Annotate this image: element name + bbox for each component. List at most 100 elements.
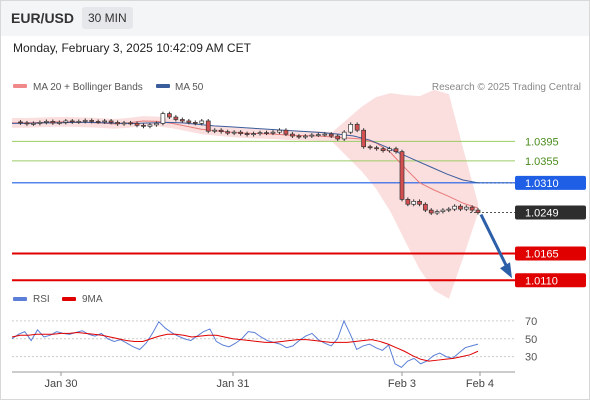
candle-body	[399, 151, 405, 200]
candle-body	[160, 113, 166, 124]
candle-body	[18, 121, 23, 124]
candle-body	[179, 119, 185, 122]
candle	[192, 120, 198, 126]
candle	[348, 122, 354, 135]
candle	[458, 204, 463, 212]
candle-body	[417, 200, 422, 205]
candle	[89, 118, 95, 124]
candle-body	[452, 205, 457, 210]
candle	[469, 205, 475, 213]
candle	[18, 119, 23, 125]
candle	[121, 120, 127, 126]
candle	[475, 208, 481, 215]
candle-body	[405, 199, 411, 205]
candle	[411, 199, 417, 207]
price-panel: 1.0395 1.0355 1.0310 1.0249 1.0165 1.0110	[12, 89, 586, 299]
ma9-legend-swatch	[62, 297, 76, 301]
x-axis: Jan 30 Jan 31 Feb 3 Feb 4	[12, 371, 515, 390]
support-label-4: 1.0165	[525, 248, 559, 260]
candle	[205, 119, 211, 134]
pivot-label-2: 1.0310	[525, 178, 559, 190]
candle	[50, 119, 56, 125]
candle-body	[277, 129, 282, 133]
rsi-9ma-line	[11, 332, 479, 362]
candle-body	[423, 203, 428, 211]
candle	[56, 120, 62, 125]
candle-body	[393, 148, 399, 152]
candle	[244, 131, 250, 137]
candle-body	[315, 134, 321, 136]
candle-body	[225, 131, 231, 134]
candle	[173, 115, 179, 122]
rsi-tick-30: 30	[525, 352, 537, 364]
rsi-tick-50: 50	[525, 334, 537, 346]
candle	[199, 119, 205, 126]
candle-body	[95, 121, 101, 123]
candle-body	[251, 133, 256, 135]
candle	[434, 209, 440, 215]
candle-body	[108, 120, 114, 123]
x-tick-label: Jan 31	[216, 378, 249, 390]
candle	[128, 120, 133, 126]
candle-body	[463, 206, 469, 210]
candle	[303, 134, 308, 139]
candle	[134, 121, 140, 128]
candle	[374, 145, 379, 151]
candle	[76, 119, 82, 124]
candle-body	[446, 208, 452, 211]
candle	[264, 130, 269, 136]
candle	[322, 132, 328, 137]
candle-body	[257, 132, 263, 134]
header-bar: EUR/USD 30 MIN	[0, 0, 590, 36]
x-tick-label: Feb 4	[466, 378, 494, 390]
chart-datetime: Monday, February 3, 2025 10:42:09 AM CET	[13, 41, 251, 55]
candle-body	[147, 124, 153, 127]
rsi-legend-label: RSI	[33, 294, 50, 305]
candle-body	[212, 129, 218, 132]
candle-body	[44, 121, 49, 123]
last-price-tag	[515, 205, 586, 220]
support-label-5: 1.0110	[525, 275, 558, 287]
candle	[283, 128, 289, 137]
candle	[231, 130, 237, 136]
candle	[69, 119, 75, 124]
candle-body	[341, 131, 347, 140]
legend-swatch-ma50	[156, 84, 170, 88]
candle-body	[167, 113, 172, 118]
candle	[186, 119, 192, 125]
candle	[309, 133, 315, 138]
timeframe-badge[interactable]: 30 MIN	[82, 7, 133, 29]
candle-body	[231, 131, 237, 134]
candle	[380, 146, 386, 153]
candle-body	[270, 131, 276, 134]
candle	[238, 130, 243, 136]
ma9-legend-label: 9MA	[82, 294, 103, 305]
bollinger-band	[12, 89, 478, 299]
rsi-legend-swatch	[13, 297, 27, 301]
candle-body	[50, 121, 56, 124]
candle	[270, 130, 276, 136]
legend-swatch-ma20	[13, 84, 27, 88]
candle	[44, 119, 49, 125]
x-tick-label: Feb 3	[388, 378, 416, 390]
candle-body	[303, 135, 308, 138]
rsi-tick-70: 70	[525, 316, 537, 328]
candle	[277, 128, 282, 135]
candle-body	[354, 124, 360, 131]
candle-body	[63, 120, 69, 123]
candle-body	[428, 209, 434, 214]
candle-body	[199, 120, 205, 124]
candle-body	[115, 122, 120, 125]
candle-body	[24, 122, 30, 125]
candle-body	[173, 116, 179, 120]
candle	[251, 131, 256, 137]
candle-body	[309, 134, 315, 137]
candle	[225, 129, 231, 136]
candle	[417, 199, 422, 207]
candle	[423, 202, 428, 213]
candle-body	[264, 132, 269, 134]
x-tick-label: Jan 30	[44, 378, 77, 390]
candle	[405, 197, 411, 207]
legend-credit: Research © 2025 Trading Central	[432, 82, 581, 93]
candle-body	[244, 133, 250, 135]
